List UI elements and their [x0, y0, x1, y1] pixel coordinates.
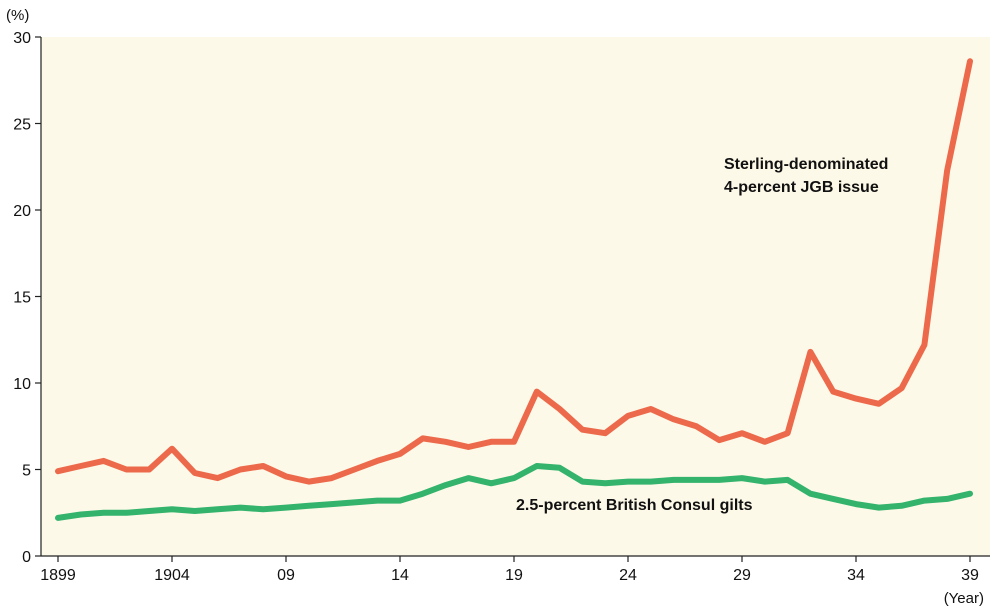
x-tick-label: 1904: [154, 567, 190, 584]
x-axis-ticks: 1899 1904 09 14 19 24 29 34 39: [40, 556, 979, 584]
series-layer: [55, 58, 973, 521]
plot-area: [41, 37, 990, 556]
y-tick-label: 10: [13, 376, 31, 393]
y-tick-label: 5: [22, 463, 31, 480]
y-unit-label: (%): [6, 7, 29, 24]
x-tick-label: 14: [391, 567, 409, 584]
y-axis-ticks: 0 5 10 15 20 25 30: [13, 30, 41, 566]
jgb-series-label-line1: Sterling-denominated: [724, 156, 888, 173]
x-unit-label: (Year): [944, 590, 984, 607]
y-tick-label: 25: [13, 117, 31, 134]
y-tick-label: 20: [13, 203, 31, 220]
y-tick-label: 30: [13, 30, 31, 47]
gilts-yield-line: [55, 463, 973, 521]
x-tick-label: 19: [505, 567, 523, 584]
x-tick-label: 09: [277, 567, 295, 584]
x-tick-label: 24: [619, 567, 637, 584]
x-tick-label: 39: [961, 567, 979, 584]
x-tick-label: 34: [847, 567, 865, 584]
jgb-yield-line: [55, 58, 973, 485]
x-tick-label: 29: [733, 567, 751, 584]
y-tick-label: 15: [13, 290, 31, 307]
jgb-series-label-line2: 4-percent JGB issue: [724, 179, 879, 196]
y-tick-label: 0: [22, 549, 31, 566]
x-tick-label: 1899: [40, 567, 76, 584]
gilts-series-label: 2.5-percent British Consul gilts: [516, 497, 753, 514]
